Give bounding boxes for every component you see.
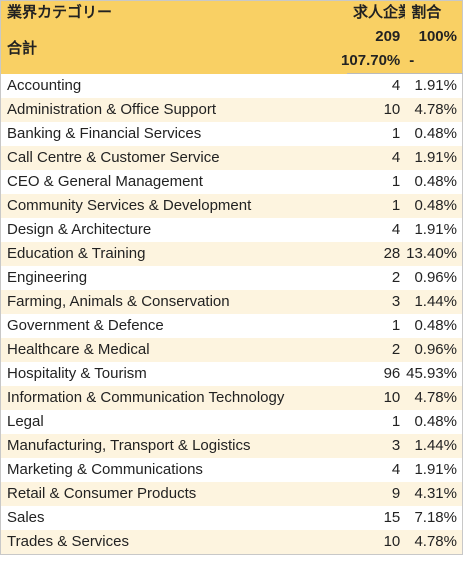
- category-cell: Healthcare & Medical: [0, 338, 347, 362]
- total-sum-row: 107.70% -: [1, 49, 463, 74]
- ratio-cell: 0.48%: [405, 194, 463, 218]
- table-row: Design & Architecture 4 1.91%: [1, 218, 463, 242]
- count-cell: 28: [347, 242, 406, 266]
- ratio-cell: 4.78%: [405, 530, 463, 555]
- total-ratio-sum-mark: -: [405, 49, 463, 74]
- count-cell: 9: [347, 482, 406, 506]
- count-cell: 15: [383, 509, 401, 526]
- count-cell: 3: [347, 434, 406, 458]
- count-cell: 10: [347, 530, 406, 555]
- table-row: Manufacturing, Transport & Logistics 3 1.4…: [0, 434, 463, 458]
- ratio-cell: 4.78%: [405, 98, 463, 122]
- count-cell: 96: [383, 365, 401, 382]
- header-row: 業界カテゴリー 求人企業数 割合: [0, 0, 463, 25]
- total-label: 合計: [0, 25, 347, 74]
- table-row: Hospitality & Tourism 96 45.93%: [1, 362, 463, 386]
- header-ratio: 割合: [405, 0, 463, 25]
- table-row: Trades & Services 10 4.78%: [0, 530, 463, 555]
- count-cell: 10: [347, 98, 406, 122]
- category-cell: Accounting: [7, 76, 82, 94]
- count-cell: 4: [391, 221, 401, 238]
- table-row: Healthcare & Medical 2 0.96%: [0, 338, 463, 362]
- total-row: 合計 209 100%: [0, 25, 463, 74]
- ratio-cell: 0.96%: [414, 269, 457, 286]
- total-ratio-sum: 107.70%: [341, 49, 406, 74]
- table-row: Call Centre & Customer Service 4 1.91%: [0, 146, 463, 170]
- ratio-cell: 1.91%: [405, 146, 463, 170]
- category-cell: Retail & Consumer Products: [0, 482, 347, 506]
- table-row: Marketing & Communications 4 1.91%: [1, 458, 463, 482]
- count-cell: 1: [391, 317, 401, 334]
- count-cell: 2: [391, 269, 401, 286]
- total-ratio: 100%: [405, 25, 463, 49]
- table-row: Administration & Office Support 10 4.78%: [0, 98, 463, 122]
- category-cell: CEO & General Management: [7, 173, 203, 190]
- ratio-cell: 0.48%: [414, 125, 457, 142]
- category-cell: Call Centre & Customer Service: [0, 146, 347, 170]
- count-cell: 1: [391, 125, 401, 142]
- ratio-cell: 1.91%: [414, 77, 457, 94]
- category-cell: Administration & Office Support: [0, 98, 347, 122]
- category-cell: Banking & Financial Services: [7, 125, 202, 142]
- table-row: CEO & General Management 1 0.48%: [1, 170, 463, 194]
- count-cell: 4: [391, 461, 401, 478]
- table-row: Education & Training 28 13.40%: [0, 242, 463, 266]
- category-cell: Education & Training: [0, 242, 347, 266]
- category-cell: Community Services & Development: [0, 194, 347, 218]
- table-row: Information & Communication Technology 10…: [0, 386, 463, 410]
- category-cell: Marketing & Communications: [7, 461, 203, 478]
- ratio-cell: 0.48%: [414, 173, 457, 190]
- ratio-cell: 1.91%: [414, 221, 457, 238]
- count-cell: 4: [347, 146, 406, 170]
- category-cell: Design & Architecture: [7, 221, 152, 238]
- count-cell: 1: [391, 173, 401, 190]
- ratio-cell: 1.91%: [414, 461, 457, 478]
- table-row: Sales 15 7.18%: [1, 506, 463, 530]
- table-body: Accounting 4 1.91% Administration & Office …: [0, 74, 463, 555]
- category-cell: Engineering: [7, 269, 88, 286]
- ratio-cell: 7.18%: [414, 509, 457, 526]
- category-cell: Manufacturing, Transport & Logistics: [0, 434, 347, 458]
- ratio-cell: 4.31%: [405, 482, 463, 506]
- table-row: Banking & Financial Services 1 0.48%: [1, 122, 463, 146]
- category-cell: Sales: [7, 509, 45, 526]
- ratio-cell: 4.78%: [405, 386, 463, 410]
- ratio-cell: 1.44%: [405, 434, 463, 458]
- count-cell: 2: [347, 338, 406, 362]
- category-cell: Trades & Services: [0, 530, 347, 555]
- count-cell: 1: [347, 194, 406, 218]
- table-row: Community Services & Development 1 0.48%: [0, 194, 463, 218]
- header-count: 求人企業数: [347, 0, 406, 25]
- table-header: 業界カテゴリー 求人企業数 割合 合計 209 100% 107.70% -: [0, 0, 463, 74]
- ratio-cell: 0.48%: [414, 413, 457, 430]
- total-count: 209: [347, 25, 406, 49]
- count-cell: 3: [347, 290, 406, 314]
- table-row: Farming, Animals & Conservation 3 1.44%: [0, 290, 463, 314]
- table-row: Engineering 2 0.96%: [1, 266, 463, 290]
- category-cell: Legal: [7, 413, 44, 430]
- category-cell: Hospitality & Tourism: [7, 365, 147, 382]
- table-row: Accounting 4 1.91%: [1, 74, 463, 99]
- count-cell: 1: [391, 413, 401, 430]
- category-table: 業界カテゴリー 求人企業数 割合 合計 209 100% 107.70% - A…: [0, 0, 463, 555]
- category-cell: Information & Communication Technology: [0, 386, 347, 410]
- table-row: Legal 1 0.48%: [1, 410, 463, 434]
- category-cell: Farming, Animals & Conservation: [0, 290, 347, 314]
- ratio-cell: 1.44%: [405, 290, 463, 314]
- count-cell: 10: [347, 386, 406, 410]
- ratio-cell: 45.93%: [406, 365, 457, 382]
- table-row: Government & Defence 1 0.48%: [1, 314, 463, 338]
- header-category: 業界カテゴリー: [0, 0, 347, 25]
- count-cell: 4: [391, 77, 401, 94]
- category-cell: Government & Defence: [7, 317, 164, 334]
- ratio-cell: 0.96%: [405, 338, 463, 362]
- ratio-cell: 0.48%: [414, 317, 457, 334]
- table-row: Retail & Consumer Products 9 4.31%: [0, 482, 463, 506]
- ratio-cell: 13.40%: [405, 242, 463, 266]
